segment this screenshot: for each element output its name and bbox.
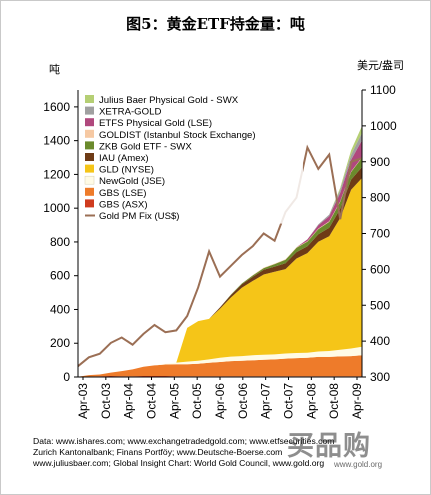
left-tick-label: 200 [50, 336, 70, 350]
legend-swatch [85, 141, 94, 150]
legend-label: ETFS Physical Gold (LSE) [99, 118, 212, 129]
left-tick-label: 1000 [43, 201, 70, 215]
left-tick-label: 1400 [43, 134, 70, 148]
legend-label: XETRA-GOLD [99, 107, 161, 118]
legend-swatch [85, 153, 94, 161]
legend-swatch [85, 164, 94, 173]
legend-swatch [85, 129, 94, 138]
x-tick-label: Oct-06 [236, 383, 250, 419]
x-tick-label: Apr-04 [122, 383, 136, 419]
area-newgold-jse- [78, 346, 362, 377]
right-tick-label: 1000 [370, 119, 397, 133]
x-tick-label: Oct-07 [282, 383, 296, 419]
legend-swatch [85, 199, 94, 208]
x-tick-label: Apr-05 [167, 383, 181, 419]
x-tick-label: Apr-08 [304, 383, 318, 419]
legend-label: GOLDIST (Istanbul Stock Exchange) [99, 130, 256, 141]
x-tick-label: Oct-04 [145, 383, 159, 419]
chart-footer: Data: www.ishares.com; www.exchangetrade… [33, 436, 425, 469]
right-tick-label: 700 [370, 227, 390, 241]
right-tick-label: 600 [370, 262, 390, 276]
watermark-url: www.gold.org [334, 460, 383, 469]
legend-label: NewGold (JSE) [99, 176, 165, 187]
legend-swatch [84, 175, 95, 185]
area-gld-nyse- [78, 178, 362, 377]
source-line-2: Zurich Kantonalbank; Finans Portföy; www… [33, 447, 283, 457]
right-tick-label: 300 [370, 370, 390, 384]
chart-axes: 0 200 400 600 800 1000 1200 1400 1600 300 400 500 60… [43, 83, 397, 419]
legend-label: GBS (LSE) [99, 188, 146, 199]
left-axis-unit: 吨 [49, 64, 60, 76]
source-line-1: Data: www.ishares.com; www.exchangetrade… [33, 436, 335, 446]
chart-legend: Julius Baer Physical Gold - SWXXETRA-GOL… [81, 92, 303, 224]
x-tick-label: Oct-03 [99, 383, 113, 419]
area-gbs-lse- [78, 355, 362, 377]
left-tick-label: 0 [63, 370, 70, 384]
x-tick-label: Apr-09 [350, 383, 364, 419]
right-tick-label: 400 [370, 334, 390, 348]
x-tick-label: Apr-07 [259, 383, 273, 419]
x-tick-label: Apr-06 [213, 383, 227, 419]
gold-price-line [77, 144, 363, 367]
gold-price-line-group [77, 144, 363, 367]
left-tick-label: 400 [50, 302, 70, 316]
left-tick-label: 600 [50, 269, 70, 283]
legend-label: ZKB Gold ETF - SWX [99, 141, 192, 152]
right-tick-label: 900 [370, 155, 390, 169]
right-tick-label: 500 [370, 298, 390, 312]
source-line-3: www.juliusbaer.com; Global Insight Chart… [33, 458, 325, 468]
left-tick-label: 800 [50, 235, 70, 249]
left-tick-label: 1600 [43, 100, 70, 114]
legend-label: GBS (ASX) [99, 199, 148, 210]
legend-swatch [85, 95, 94, 103]
x-tick-label: Oct-05 [190, 383, 204, 419]
right-tick-label: 1100 [370, 83, 396, 97]
legend-swatch [85, 106, 94, 115]
legend-label: GLD (NYSE) [99, 165, 154, 176]
watermark-logo: 买品购 [287, 431, 371, 462]
legend-swatch [85, 118, 94, 127]
legend-label: Julius Baer Physical Gold - SWX [99, 95, 239, 106]
legend-swatch [85, 187, 94, 196]
left-tick-label: 1200 [43, 167, 70, 181]
legend-background [81, 92, 303, 224]
chart-title: 图5：黄金ETF持金量：吨 [126, 15, 305, 33]
right-axis-unit: 美元/盎司 [357, 60, 405, 72]
x-tick-label: Oct-08 [327, 383, 341, 419]
x-tick-label: Apr-03 [76, 383, 90, 419]
right-tick-label: 800 [370, 191, 390, 205]
legend-label: Gold PM Fix (US$) [99, 211, 180, 222]
legend-label: IAU (Amex) [99, 153, 149, 164]
